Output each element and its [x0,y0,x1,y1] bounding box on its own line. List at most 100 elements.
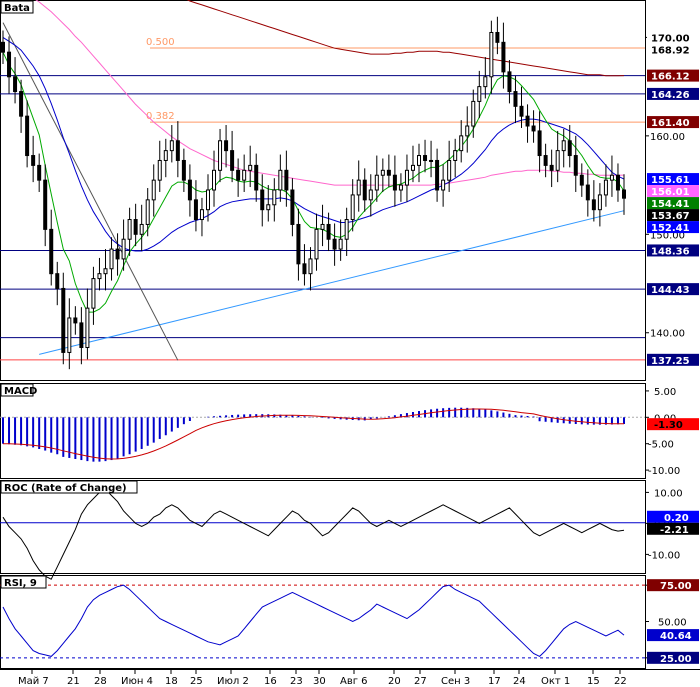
price-badge-label: 156.01 [651,187,690,198]
candle-body [212,169,217,191]
sma-darkred-line [186,0,625,77]
candle-body [423,155,428,161]
candle-body [230,150,235,171]
candle-body [25,115,30,157]
candle-body [597,194,602,211]
candle-body [362,179,367,201]
x-tick-label: 24 [513,676,526,687]
candle-body [163,150,168,161]
candle-body [338,238,343,250]
x-tick-label: 21 [67,676,80,687]
candle-body [441,179,446,191]
candle-body [417,155,422,166]
candle-body [356,179,361,196]
y-tick-label: 160.00 [650,132,685,143]
candle-body [573,155,578,176]
rsi-badge-label: 40.64 [660,631,692,642]
candle-body [103,268,108,275]
rsi-25-badge-label: 25.00 [660,654,692,665]
x-tick-label: Авг 6 [340,676,368,687]
rsi-25-badge [647,651,699,664]
roc-badge [647,522,699,535]
candle-body [205,189,210,211]
candle-body [139,223,144,235]
candle-body [193,199,198,221]
price-badge-label: 144.43 [651,285,690,296]
candle-body [97,273,102,280]
y-tick-label: -5.00 [648,440,674,451]
price-badge-label: 137.25 [651,356,690,367]
rsi-line [2,584,625,658]
candle-body [459,135,464,152]
candle-body [187,179,192,201]
price-badge [647,87,699,100]
roc-title-box [0,480,138,494]
price-title-box [0,0,34,14]
x-tick-label: Июл 2 [217,676,249,687]
rsi-75-badge-label: 75.00 [660,581,692,592]
price-badge [647,185,699,198]
price-title: Bata [4,3,30,14]
candle-body [531,125,536,132]
candle-body [181,159,186,181]
candle-body [591,199,596,211]
price-badge [647,43,699,56]
candle-body [453,150,458,161]
candle-body [447,159,452,181]
candle-body [585,184,590,201]
x-tick-label: 27 [414,676,427,687]
candle-body [248,164,253,171]
macd-badge [647,418,699,431]
price-badge-label: 166.12 [651,72,690,83]
candle-body [326,223,331,240]
candle-body [37,164,42,181]
candle-body [266,204,271,211]
fib-level-label: 0.382 [146,111,175,122]
macd-title: MACD [4,386,37,397]
sma-blue-line [2,36,625,252]
candle-body [91,278,96,309]
candle-body [320,223,325,230]
candle-body [169,140,174,152]
price-series-group [1,0,626,370]
roc-badge-label: -2.21 [660,525,689,536]
candle-body [7,51,12,78]
candle-body [218,140,223,171]
candle-body [13,76,18,93]
candle-body [85,307,90,349]
x-tick-label: Май 7 [18,676,49,687]
price-badge [647,221,699,234]
candle-body [79,322,84,349]
candle-body [55,273,60,289]
candle-body [513,91,518,107]
candle-body [260,189,265,211]
x-tick-label: Июн 4 [121,676,153,687]
candle-body [151,179,156,201]
candle-body [386,169,391,176]
price-badge-label: 168.92 [651,45,690,56]
price-badge [647,353,699,366]
price-badge-label: 170.00 [651,33,690,44]
candle-body [615,174,620,191]
candle-body [254,164,259,191]
candle-body [507,71,512,93]
candle-body [622,189,626,199]
candle-body [236,169,241,181]
x-tick-label: 16 [264,676,277,687]
candle-body [435,159,440,191]
candle-body [19,91,24,117]
macd-title-box [0,383,34,397]
x-tick-label: 20 [388,676,401,687]
candle-body [115,248,120,260]
x-tick-label: 23 [290,676,303,687]
price-badge [647,116,699,129]
candle-body [61,287,66,353]
x-tick-label: Окт 1 [541,676,570,687]
candle-body [242,169,247,181]
roc-signal-badge-label: 0.20 [664,513,689,524]
candle-body [332,238,337,250]
y-tick-label: -10.00 [648,466,680,477]
y-tick-label: -10.00 [648,550,680,561]
candle-body [31,155,36,166]
